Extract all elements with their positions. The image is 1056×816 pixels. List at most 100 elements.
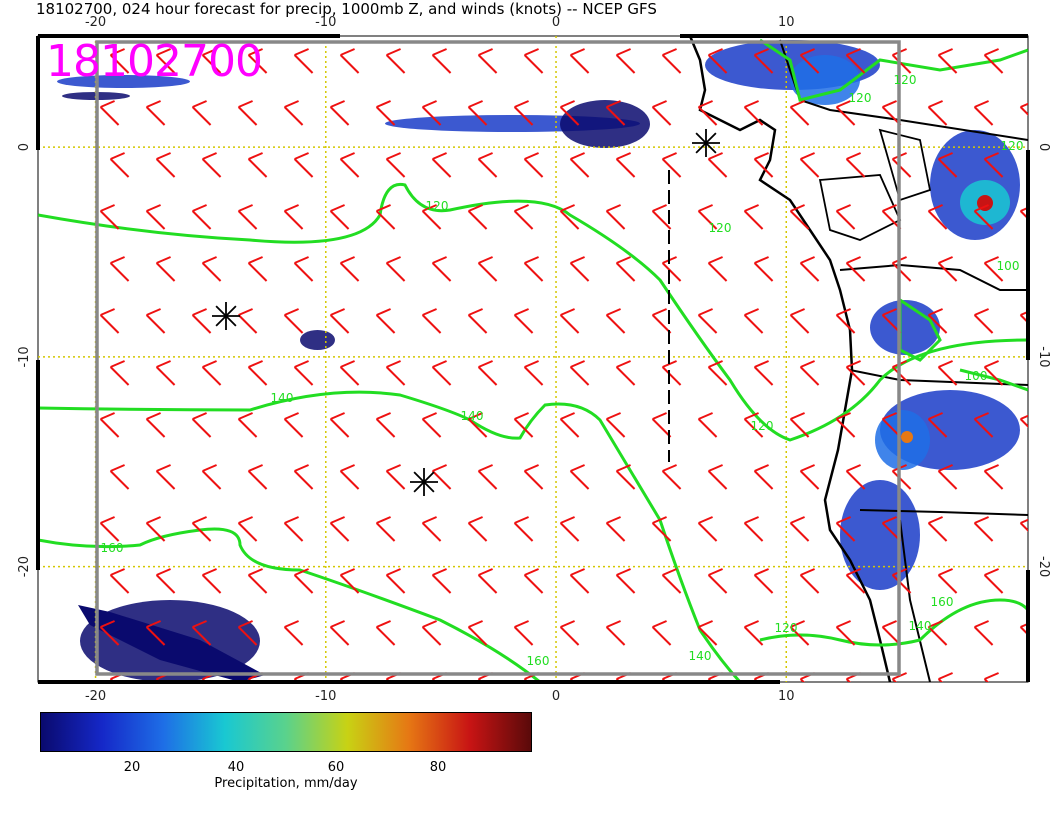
wind-barb [109,568,130,594]
wind-barb [421,100,442,126]
barb-flag [284,204,299,212]
barb-flag [974,204,989,212]
barb-flag [974,412,989,420]
x-tick-top: 10 [778,15,795,30]
wind-barb [697,204,718,230]
barb-staff [697,314,718,334]
barb-staff [789,522,810,542]
wind-barb [983,256,1004,282]
barb-flag [560,620,575,628]
barb-flag [698,620,713,628]
barb-staff [1031,55,1049,73]
barb-flag [652,412,667,420]
barb-flag [744,308,759,316]
wind-barb [937,48,958,74]
contour-label: 120 [751,419,774,433]
barb-flag [340,152,355,160]
barb-staff [477,158,498,178]
barb-flag [560,412,575,420]
wind-barb [753,48,774,74]
barb-staff [1031,575,1049,593]
barb-flag [146,308,161,316]
barb-flag [938,568,953,576]
barb-flag [156,152,171,160]
wind-barb [973,620,994,646]
barb-staff [799,262,820,282]
barb-flag [790,308,805,316]
barb-staff [605,210,626,230]
barb-flag [984,464,999,472]
barb-flag [846,568,861,576]
wind-barb [753,152,774,178]
wind-barb [983,568,1004,594]
wind-barb [523,360,544,386]
wind-barb [661,152,682,178]
barb-flag [606,308,621,316]
barb-flag [432,48,447,56]
coastline [688,36,892,682]
barb-flag [836,516,851,524]
wind-barb [191,204,212,230]
barb-staff [927,314,948,334]
barb-flag [616,568,631,576]
barb-staff [743,418,764,438]
barb-staff [615,262,636,282]
wind-barb [513,620,534,646]
wind-barb [329,100,350,126]
precip-max [977,195,993,211]
barb-flag [754,256,769,264]
barb-flag [340,360,355,368]
wind-barb [615,152,636,178]
barb-flag [616,360,631,368]
wind-barb [145,620,166,646]
wind-barb [799,152,820,178]
barb-staff [237,314,258,334]
barb-flag [468,100,483,108]
barb-flag [698,308,713,316]
barb-staff [237,106,258,126]
barb-flag [790,100,805,108]
barb-staff [283,522,304,542]
wind-barb [927,412,948,438]
star-marker [212,302,240,330]
contour-line [38,527,541,682]
barb-flag [652,308,667,316]
wind-barb [191,100,212,126]
wind-barb [201,256,222,282]
barb-staff [99,106,120,126]
wind-barb [753,360,774,386]
barb-staff [513,210,534,230]
barb-flag [928,308,943,316]
wind-barb [651,620,672,646]
barb-flag [192,516,207,524]
barb-flag [386,464,401,472]
barb-flag [284,516,299,524]
barb-staff [937,574,958,594]
wind-barb [743,308,764,334]
wind-barb [1031,673,1049,697]
barb-staff [835,626,856,646]
barb-flag [376,204,391,212]
barb-staff [201,574,222,594]
barb-flag [1031,673,1045,679]
wind-barb [835,204,856,230]
barb-staff [661,54,682,74]
wind-barb [339,464,360,490]
barb-staff [983,158,1004,178]
barb-staff [835,210,856,230]
barb-staff [339,54,360,74]
x-tick-top: -10 [315,15,336,30]
wind-barb [385,568,406,594]
barb-staff [845,54,866,74]
barb-flag [432,464,447,472]
barb-flag [846,360,861,368]
barb-staff [431,574,452,594]
contour-label: 120 [849,91,872,105]
barb-flag [800,360,815,368]
star-stroke [695,132,717,154]
wind-barb [339,48,360,74]
barb-staff [201,54,222,74]
barb-staff [247,54,268,74]
barb-staff [201,366,222,386]
barb-staff [845,158,866,178]
